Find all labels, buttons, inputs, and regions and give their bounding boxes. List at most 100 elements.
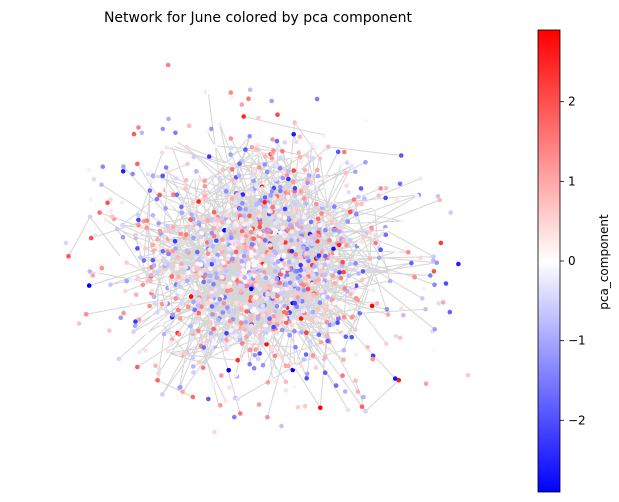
network-node: [306, 173, 312, 178]
network-node: [219, 274, 225, 280]
network-node: [335, 312, 340, 317]
network-node: [437, 197, 443, 203]
network-node: [135, 161, 140, 167]
network-node: [298, 189, 304, 194]
network-node: [290, 155, 295, 160]
network-node: [346, 273, 352, 279]
network-node: [332, 300, 337, 306]
network-node: [434, 260, 440, 266]
network-node: [291, 132, 297, 137]
network-node: [248, 318, 254, 323]
network-node: [219, 231, 224, 237]
network-node: [271, 314, 276, 319]
network-node: [315, 216, 321, 222]
network-node: [314, 182, 320, 187]
network-node: [331, 321, 336, 327]
network-node: [224, 213, 229, 218]
network-node: [173, 138, 179, 143]
network-node: [288, 296, 294, 302]
network-node: [131, 131, 137, 137]
network-node: [91, 177, 97, 182]
network-node: [318, 405, 323, 411]
network-node: [314, 316, 319, 322]
network-node: [284, 199, 289, 205]
network-node: [335, 149, 341, 155]
network-node: [275, 293, 280, 299]
network-node: [151, 263, 157, 268]
network-node: [293, 235, 298, 240]
network-node: [252, 352, 258, 358]
network-node: [155, 378, 160, 383]
network-node: [311, 292, 317, 298]
network-node: [383, 195, 388, 201]
network-node: [116, 356, 122, 362]
network-node: [341, 270, 346, 275]
network-node: [279, 327, 285, 333]
network-node: [183, 351, 188, 356]
network-node: [124, 278, 129, 284]
network-node: [239, 259, 245, 264]
network-node: [108, 282, 113, 288]
network-node: [172, 239, 178, 244]
network-node: [303, 201, 309, 206]
network-node: [168, 340, 173, 345]
network-node: [200, 365, 206, 371]
network-node: [298, 239, 304, 245]
network-node: [135, 275, 141, 281]
network-node: [310, 142, 315, 147]
network-node: [257, 286, 262, 292]
network-node: [156, 258, 161, 264]
network-node: [206, 396, 211, 402]
network-node: [87, 269, 93, 274]
network-node: [316, 277, 322, 283]
network-node: [305, 286, 311, 292]
network-node: [274, 276, 280, 282]
network-node: [114, 226, 120, 232]
network-node: [232, 309, 237, 314]
network-node: [168, 285, 173, 290]
network-node: [431, 269, 437, 274]
network-node: [262, 263, 268, 268]
network-node: [163, 205, 168, 211]
network-node: [314, 201, 319, 207]
network-node: [178, 316, 183, 321]
network-node: [204, 128, 210, 134]
network-node: [301, 271, 307, 277]
network-node: [376, 193, 382, 198]
network-node: [119, 200, 125, 205]
network-node: [277, 280, 283, 286]
network-node: [305, 255, 310, 260]
network-node: [333, 250, 339, 255]
network-node: [346, 190, 352, 195]
network-node: [299, 330, 304, 335]
network-node: [292, 328, 297, 334]
network-node: [378, 247, 383, 252]
colorbar-tick-label: 0: [568, 254, 576, 268]
network-node: [348, 305, 354, 310]
network-node: [220, 220, 225, 225]
network-node: [198, 262, 204, 267]
network-node: [341, 347, 347, 353]
network-node: [312, 279, 318, 284]
network-node: [257, 224, 263, 230]
network-node: [232, 229, 238, 235]
network-node: [361, 394, 366, 400]
network-node: [292, 186, 298, 191]
network-node: [373, 233, 378, 238]
network-node: [215, 252, 220, 258]
network-node: [271, 324, 276, 330]
network-node: [257, 231, 263, 236]
network-node: [247, 87, 253, 92]
network-node: [227, 207, 232, 213]
network-node: [291, 258, 296, 263]
network-node: [229, 145, 234, 150]
network-node: [147, 177, 153, 182]
network-node: [331, 246, 336, 252]
network-node: [355, 389, 361, 394]
network-node: [341, 357, 346, 363]
network-node: [322, 370, 328, 376]
network-node: [381, 238, 387, 243]
network-node: [432, 327, 438, 332]
chart-title: Network for June colored by pca componen…: [104, 10, 413, 26]
network-node: [358, 186, 364, 191]
